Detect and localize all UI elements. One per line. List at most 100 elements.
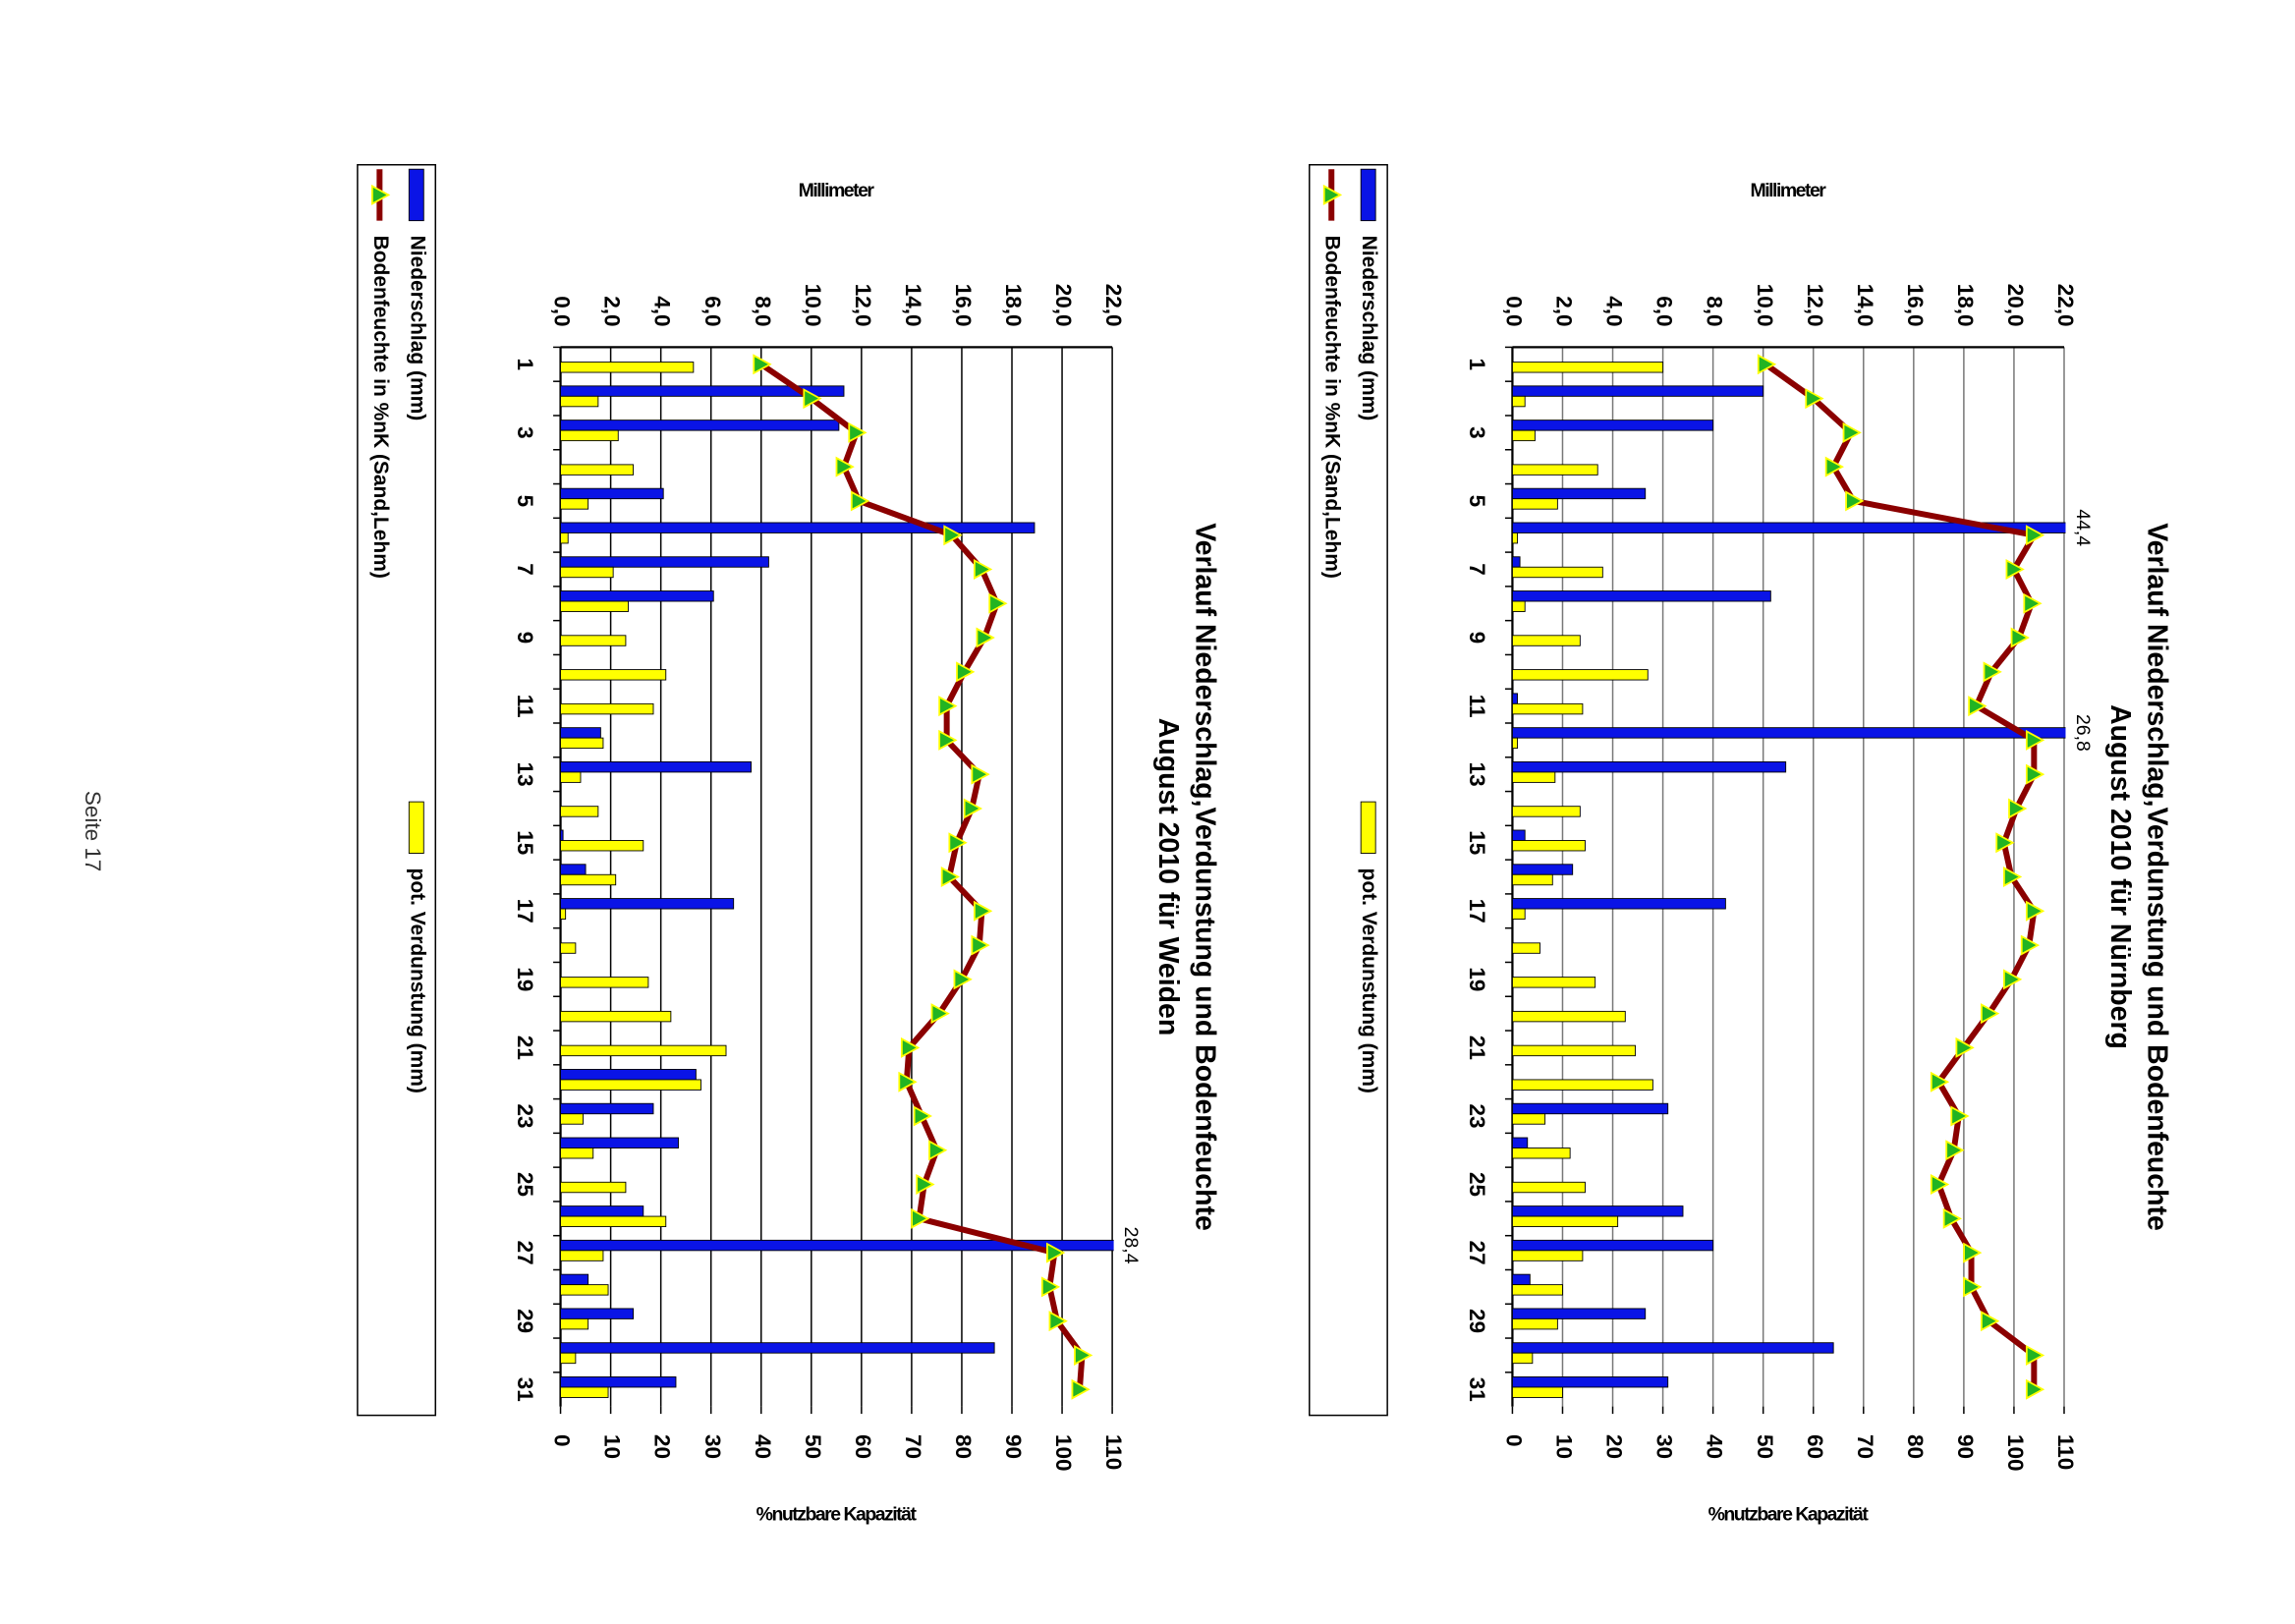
bar <box>560 532 569 544</box>
line-marker <box>2025 1344 2045 1366</box>
y-tick-label: 4,0 <box>1602 296 1627 326</box>
x-tick-label: 23 <box>1465 1103 1489 1128</box>
bar <box>560 362 695 373</box>
legend-label: pot. Verdunstung (mm) <box>1358 868 1380 1093</box>
line-marker <box>1930 1071 1950 1092</box>
x-tick-label: 1 <box>1465 359 1489 371</box>
bar <box>560 1137 679 1148</box>
bar <box>1512 556 1521 568</box>
y-tick-label: 18,0 <box>1953 284 1978 327</box>
y-tick-label: 20,0 <box>1051 284 1076 327</box>
x-tick-label: 25 <box>513 1172 537 1197</box>
chart-subtitle: August 2010 für Weiden <box>1152 718 1184 1036</box>
line-marker <box>2025 763 2045 785</box>
bar <box>560 1250 604 1261</box>
bar <box>560 1113 584 1125</box>
line-marker <box>2025 525 2045 546</box>
bar <box>560 556 769 568</box>
data-label: 28,4 <box>1120 1227 1142 1264</box>
line-marker <box>2003 867 2023 888</box>
line-marker <box>2023 592 2043 614</box>
y-tick-label: 10,0 <box>1753 284 1777 327</box>
legend-box <box>357 163 437 1417</box>
y2-tick-label: 10 <box>600 1434 625 1459</box>
bar <box>1512 1352 1534 1365</box>
y-tick-label: 2,0 <box>1552 296 1577 326</box>
line-marker <box>1945 1140 1965 1161</box>
bar <box>1512 395 1526 408</box>
bar <box>1512 864 1574 875</box>
y2-tick-label: 0 <box>1501 1434 1526 1447</box>
bar <box>560 1239 1114 1252</box>
bar <box>560 771 582 783</box>
bar <box>560 1273 589 1286</box>
x-tick-label: 23 <box>513 1103 537 1128</box>
line-marker <box>1842 421 1862 443</box>
bar <box>1512 1250 1584 1261</box>
x-tick-label: 9 <box>513 632 537 644</box>
y-tick-label: 6,0 <box>1652 296 1677 326</box>
line-marker <box>2010 627 2030 648</box>
y-tick-label: 8,0 <box>1703 296 1727 326</box>
line-marker <box>938 729 958 751</box>
y-tick-label: 20,0 <box>2003 284 2028 327</box>
bar <box>560 522 1036 533</box>
y-tick-label: 14,0 <box>901 284 925 327</box>
line-marker <box>1995 832 2015 854</box>
line-marker <box>973 558 993 580</box>
bar <box>1512 1079 1653 1091</box>
line-marker <box>943 525 963 546</box>
bar <box>560 1044 727 1057</box>
x-tick-label: 1 <box>513 359 537 371</box>
legend-label: pot. Verdunstung (mm) <box>406 868 428 1093</box>
bar <box>560 429 619 442</box>
bar <box>560 840 644 852</box>
x-tick-label: 19 <box>1465 967 1489 991</box>
line-marker <box>1983 661 2002 683</box>
bar <box>1512 522 2066 533</box>
line-marker <box>1942 1207 1962 1229</box>
bar <box>1512 669 1649 681</box>
bar <box>1512 566 1603 579</box>
bar <box>560 600 629 612</box>
bar <box>560 908 567 920</box>
line <box>759 362 1086 1390</box>
chart: Verlauf Niederschlag,Verdunstung und Bod… <box>1309 163 2172 1472</box>
bar <box>1512 362 1664 373</box>
bar <box>1512 829 1526 841</box>
line-marker <box>1074 1344 1093 1366</box>
line-marker <box>1963 1276 1983 1298</box>
y-tick-label: 4,0 <box>650 296 675 326</box>
line-marker <box>1824 456 1845 477</box>
y2-tick-label: 30 <box>700 1434 725 1459</box>
bar <box>560 566 614 579</box>
y-axis-title: Millimeter <box>799 180 875 201</box>
line-marker <box>2003 969 2023 990</box>
bar <box>560 806 599 817</box>
y2-tick-label: 40 <box>1703 1434 1727 1459</box>
y-axis-title: Millimeter <box>1751 180 1827 201</box>
legend-swatch <box>408 801 424 854</box>
line-marker <box>2020 934 2041 956</box>
line-marker <box>963 798 983 819</box>
bar <box>560 590 714 602</box>
line-marker <box>1963 1242 1983 1263</box>
bar <box>560 1069 697 1081</box>
bar <box>1512 942 1540 954</box>
x-tick-label: 5 <box>513 495 537 508</box>
x-tick-label: 11 <box>513 695 537 718</box>
line-marker <box>1968 696 1987 717</box>
bar <box>1512 1239 1714 1252</box>
bar <box>1512 898 1726 910</box>
bar <box>1512 1376 1669 1388</box>
bar <box>560 669 667 681</box>
line-marker <box>2005 558 2025 580</box>
bar <box>1512 908 1526 920</box>
y-tick-label: 22,0 <box>1101 284 1126 327</box>
bar <box>560 420 840 431</box>
x-tick-label: 29 <box>1465 1309 1489 1333</box>
bar <box>1512 1215 1619 1228</box>
y2-tick-label: 80 <box>1903 1434 1928 1459</box>
line <box>1763 362 2038 1390</box>
y2-tick-label: 70 <box>901 1434 925 1459</box>
